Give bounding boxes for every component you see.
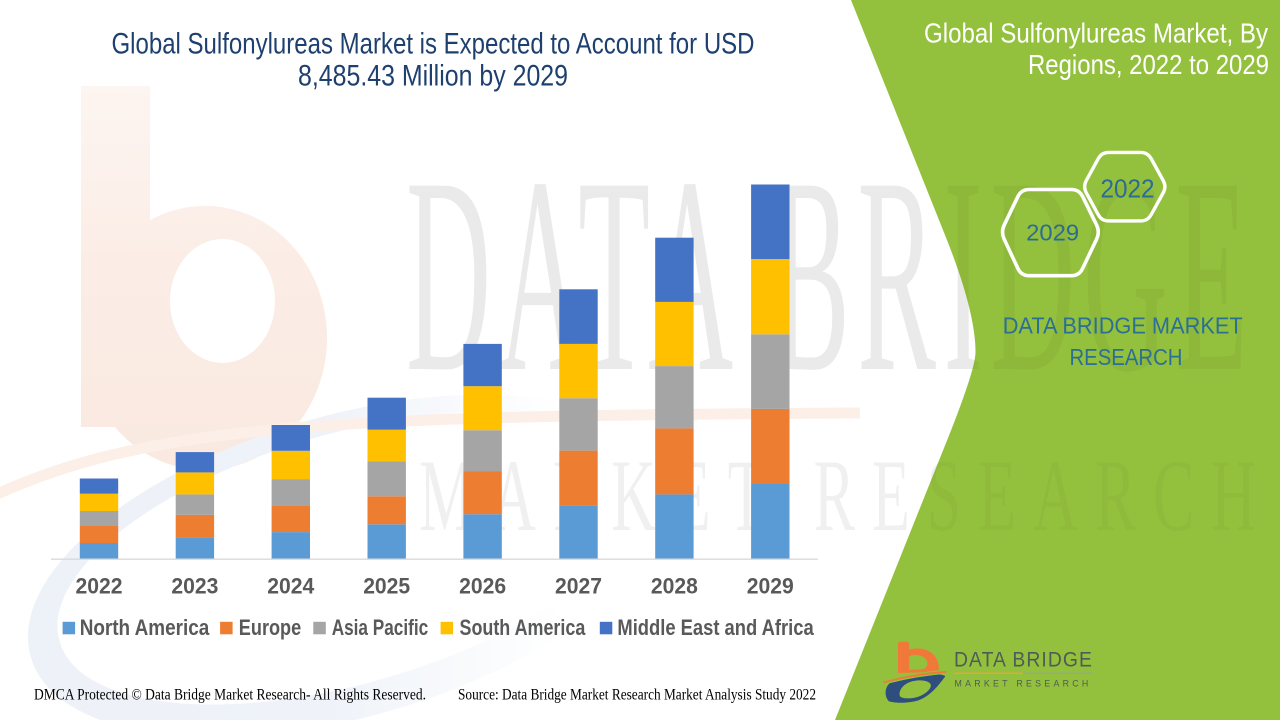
svg-text:2026: 2026 — [459, 574, 506, 599]
svg-text:North America: North America — [80, 615, 210, 640]
svg-text:2029: 2029 — [747, 574, 794, 599]
svg-text:DMCA Protected © Data Bridge M: DMCA Protected © Data Bridge Market Rese… — [34, 687, 426, 704]
svg-text:2022: 2022 — [1101, 173, 1155, 203]
svg-text:2029: 2029 — [1026, 220, 1079, 246]
svg-text:2024: 2024 — [267, 574, 314, 599]
svg-text:Source: Data Bridge Market Res: Source: Data Bridge Market Research Mark… — [458, 687, 816, 704]
svg-text:South America: South America — [460, 615, 586, 640]
svg-text:Global Sulfonylureas Market, B: Global Sulfonylureas Market, By — [924, 18, 1268, 49]
svg-text:DATA BRIDGE MARKET: DATA BRIDGE MARKET — [1003, 313, 1243, 339]
svg-text:8,485.43 Million by 2029: 8,485.43 Million by 2029 — [298, 59, 568, 92]
svg-text:DATA BRIDGE: DATA BRIDGE — [954, 648, 1093, 672]
svg-text:2025: 2025 — [363, 574, 410, 599]
svg-text:Global Sulfonylureas Market is: Global Sulfonylureas Market is Expected … — [112, 28, 755, 61]
svg-text:Europe: Europe — [239, 615, 301, 640]
svg-text:MARKET RESEARCH: MARKET RESEARCH — [955, 679, 1092, 690]
svg-text:2028: 2028 — [651, 574, 698, 599]
svg-text:2027: 2027 — [555, 574, 602, 599]
svg-text:Regions, 2022 to 2029: Regions, 2022 to 2029 — [1028, 49, 1269, 80]
svg-text:2022: 2022 — [76, 574, 123, 599]
svg-text:RESEARCH: RESEARCH — [1070, 344, 1183, 370]
svg-text:2023: 2023 — [171, 574, 218, 599]
svg-text:Middle East and Africa: Middle East and Africa — [617, 615, 814, 640]
svg-text:Asia Pacific: Asia Pacific — [332, 615, 429, 640]
